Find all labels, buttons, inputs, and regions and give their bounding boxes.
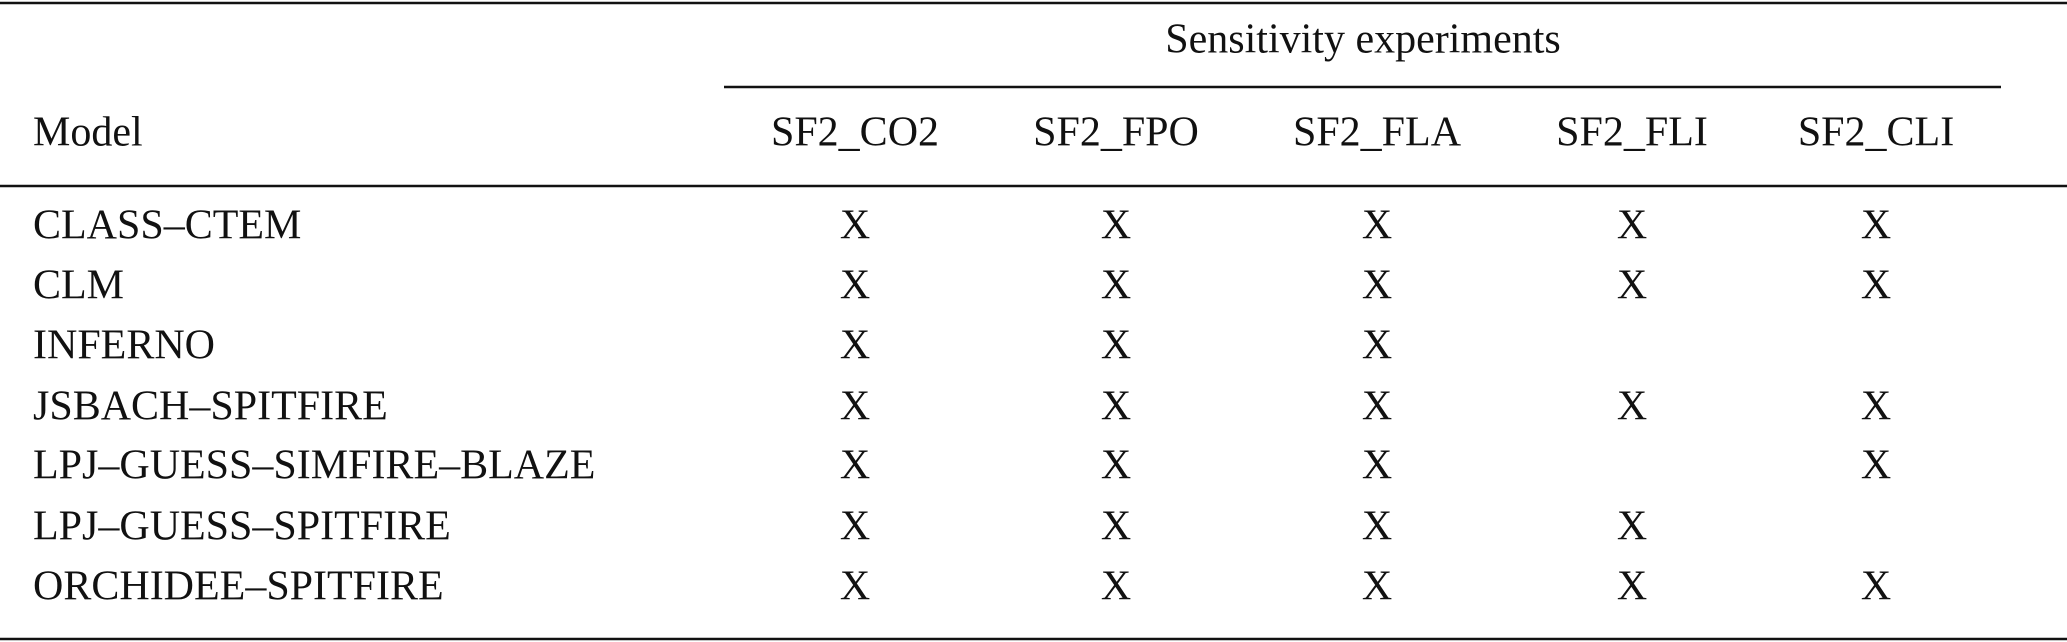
model-name: LPJ–GUESS–SIMFIRE–BLAZE — [33, 443, 595, 489]
column-header: SF2_CLI — [1798, 110, 1954, 156]
cell-mark: X — [840, 443, 870, 489]
cell-mark: X — [1617, 504, 1647, 550]
model-name: CLASS–CTEM — [33, 203, 301, 249]
column-header: SF2_FLI — [1556, 110, 1708, 156]
cell-mark: X — [1101, 443, 1131, 489]
cell-mark: X — [1861, 203, 1891, 249]
cell-mark: X — [1861, 443, 1891, 489]
cell-mark: X — [1362, 323, 1392, 369]
cell-mark: X — [1101, 564, 1131, 610]
cell-mark: X — [840, 564, 870, 610]
cell-mark: X — [1362, 263, 1392, 309]
cell-mark: X — [1101, 203, 1131, 249]
column-header: SF2_FPO — [1033, 110, 1199, 156]
model-name: LPJ–GUESS–SPITFIRE — [33, 504, 451, 550]
cell-mark: X — [1362, 564, 1392, 610]
cell-mark: X — [1861, 263, 1891, 309]
cell-mark: X — [1101, 263, 1131, 309]
model-name: ORCHIDEE–SPITFIRE — [33, 564, 444, 610]
cell-mark: X — [1861, 384, 1891, 430]
cell-mark: X — [840, 263, 870, 309]
model-name: INFERNO — [33, 323, 215, 369]
cell-mark: X — [1101, 504, 1131, 550]
cell-mark: X — [840, 323, 870, 369]
cell-mark: X — [1617, 203, 1647, 249]
cell-mark: X — [1362, 384, 1392, 430]
cell-mark: X — [1101, 384, 1131, 430]
cell-mark: X — [1861, 564, 1891, 610]
cell-mark: X — [1617, 564, 1647, 610]
model-name: CLM — [33, 263, 124, 309]
cell-mark: X — [840, 504, 870, 550]
cell-mark: X — [1362, 203, 1392, 249]
cell-mark: X — [1362, 504, 1392, 550]
cell-mark: X — [840, 203, 870, 249]
cell-mark: X — [840, 384, 870, 430]
column-header: Model — [33, 110, 143, 156]
group-header: Sensitivity experiments — [1165, 17, 1560, 63]
cell-mark: X — [1101, 323, 1131, 369]
cell-mark: X — [1617, 263, 1647, 309]
column-header: SF2_CO2 — [771, 110, 939, 156]
model-name: JSBACH–SPITFIRE — [33, 384, 388, 430]
cell-mark: X — [1362, 443, 1392, 489]
cell-mark: X — [1617, 384, 1647, 430]
column-header: SF2_FLA — [1293, 110, 1462, 156]
